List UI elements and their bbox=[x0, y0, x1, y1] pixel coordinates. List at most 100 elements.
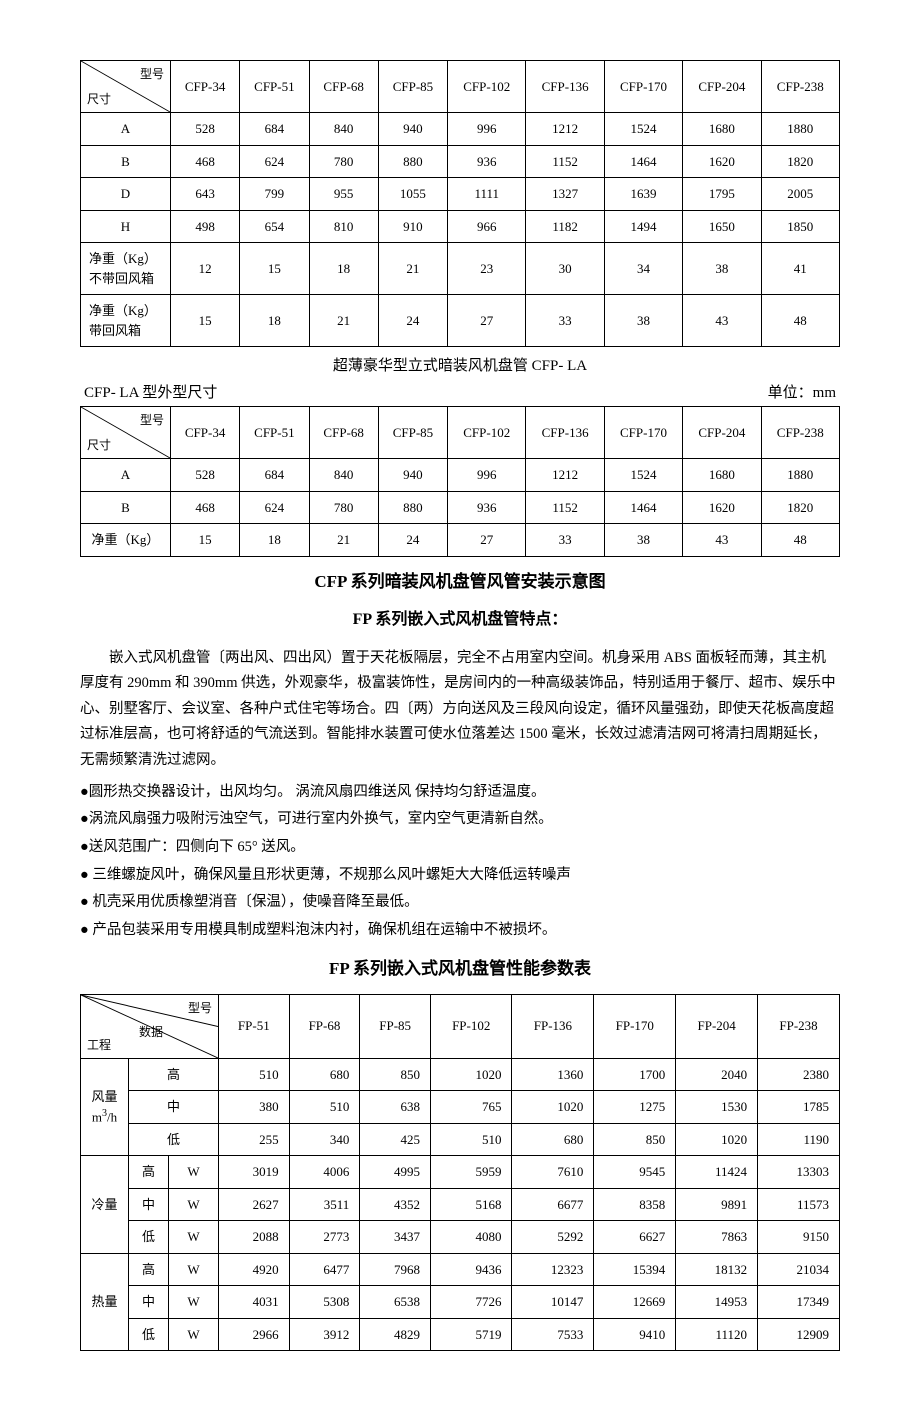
data-cell: 7968 bbox=[360, 1253, 431, 1286]
col-header: CFP-51 bbox=[240, 61, 309, 113]
diag-header-cell: 型号尺寸 bbox=[81, 407, 171, 459]
data-cell: 1524 bbox=[604, 459, 682, 492]
data-cell: 850 bbox=[594, 1123, 676, 1156]
data-cell: 24 bbox=[378, 295, 447, 347]
data-cell: 2627 bbox=[219, 1188, 290, 1221]
data-cell: 48 bbox=[761, 524, 839, 557]
row-label: B bbox=[81, 491, 171, 524]
data-cell: 8358 bbox=[594, 1188, 676, 1221]
sub-label: 中 bbox=[129, 1091, 219, 1124]
data-cell: 643 bbox=[171, 178, 240, 211]
data-cell: 34 bbox=[604, 243, 682, 295]
data-cell: 780 bbox=[309, 145, 378, 178]
data-cell: 880 bbox=[378, 145, 447, 178]
data-cell: 880 bbox=[378, 491, 447, 524]
data-cell: 940 bbox=[378, 459, 447, 492]
data-cell: 684 bbox=[240, 459, 309, 492]
data-cell: 9545 bbox=[594, 1156, 676, 1189]
data-cell: 510 bbox=[219, 1058, 290, 1091]
data-cell: 1820 bbox=[761, 145, 839, 178]
sub-label: 中 bbox=[129, 1188, 169, 1221]
data-cell: 498 bbox=[171, 210, 240, 243]
col-header: CFP-204 bbox=[683, 407, 761, 459]
data-cell: 996 bbox=[448, 113, 526, 146]
data-cell: 27 bbox=[448, 295, 526, 347]
bullet-item: ● 产品包装采用专用模具制成塑料泡沫内衬，确保机组在运输中不被损坏。 bbox=[80, 917, 840, 945]
sub-label: 高 bbox=[129, 1253, 169, 1286]
data-cell: 4006 bbox=[289, 1156, 360, 1189]
data-cell: 810 bbox=[309, 210, 378, 243]
unit-label: W bbox=[169, 1253, 219, 1286]
data-cell: 4829 bbox=[360, 1318, 431, 1351]
data-cell: 940 bbox=[378, 113, 447, 146]
data-cell: 1464 bbox=[604, 491, 682, 524]
data-cell: 6677 bbox=[512, 1188, 594, 1221]
data-cell: 1620 bbox=[683, 145, 761, 178]
data-cell: 1212 bbox=[526, 459, 604, 492]
row-label: A bbox=[81, 459, 171, 492]
data-cell: 1700 bbox=[594, 1058, 676, 1091]
sub-label: 高 bbox=[129, 1156, 169, 1189]
data-cell: 955 bbox=[309, 178, 378, 211]
data-cell: 7533 bbox=[512, 1318, 594, 1351]
data-cell: 15 bbox=[240, 243, 309, 295]
data-cell: 11120 bbox=[676, 1318, 758, 1351]
data-cell: 4352 bbox=[360, 1188, 431, 1221]
data-cell: 840 bbox=[309, 113, 378, 146]
data-cell: 1275 bbox=[594, 1091, 676, 1124]
heading-2: FP 系列嵌入式风机盘管特点： bbox=[80, 608, 840, 632]
data-cell: 528 bbox=[171, 459, 240, 492]
col-header: FP-170 bbox=[594, 994, 676, 1058]
data-cell: 2040 bbox=[676, 1058, 758, 1091]
data-cell: 5292 bbox=[512, 1221, 594, 1254]
data-cell: 15394 bbox=[594, 1253, 676, 1286]
row-label: A bbox=[81, 113, 171, 146]
col-header: CFP-204 bbox=[683, 61, 761, 113]
data-cell: 1785 bbox=[758, 1091, 840, 1124]
data-cell: 765 bbox=[430, 1091, 512, 1124]
data-cell: 18132 bbox=[676, 1253, 758, 1286]
data-cell: 380 bbox=[219, 1091, 290, 1124]
row-label: 净重（Kg）不带回风箱 bbox=[81, 243, 171, 295]
data-cell: 1880 bbox=[761, 113, 839, 146]
data-cell: 1327 bbox=[526, 178, 604, 211]
sub-label: 高 bbox=[129, 1058, 219, 1091]
label-row: CFP- LA 型外型尺寸 单位：mm bbox=[80, 382, 840, 405]
label-right: 单位：mm bbox=[768, 382, 836, 405]
data-cell: 2005 bbox=[761, 178, 839, 211]
data-cell: 654 bbox=[240, 210, 309, 243]
data-cell: 43 bbox=[683, 295, 761, 347]
data-cell: 30 bbox=[526, 243, 604, 295]
row-label: B bbox=[81, 145, 171, 178]
data-cell: 1530 bbox=[676, 1091, 758, 1124]
data-cell: 638 bbox=[360, 1091, 431, 1124]
data-cell: 2773 bbox=[289, 1221, 360, 1254]
data-cell: 510 bbox=[289, 1091, 360, 1124]
data-cell: 33 bbox=[526, 524, 604, 557]
data-cell: 9891 bbox=[676, 1188, 758, 1221]
data-cell: 1494 bbox=[604, 210, 682, 243]
data-cell: 13303 bbox=[758, 1156, 840, 1189]
sub-label: 低 bbox=[129, 1221, 169, 1254]
data-cell: 468 bbox=[171, 491, 240, 524]
data-cell: 936 bbox=[448, 145, 526, 178]
col-header: CFP-102 bbox=[448, 61, 526, 113]
col-header: CFP-68 bbox=[309, 61, 378, 113]
data-cell: 4995 bbox=[360, 1156, 431, 1189]
data-cell: 1055 bbox=[378, 178, 447, 211]
col-header: CFP-85 bbox=[378, 61, 447, 113]
data-cell: 15 bbox=[171, 295, 240, 347]
data-cell: 1524 bbox=[604, 113, 682, 146]
data-cell: 1650 bbox=[683, 210, 761, 243]
data-cell: 38 bbox=[683, 243, 761, 295]
heading-1: CFP 系列暗装风机盘管风管安装示意图 bbox=[80, 569, 840, 595]
data-cell: 18 bbox=[309, 243, 378, 295]
col-header: FP-136 bbox=[512, 994, 594, 1058]
unit-label: W bbox=[169, 1188, 219, 1221]
col-header: FP-68 bbox=[289, 994, 360, 1058]
col-header: FP-238 bbox=[758, 994, 840, 1058]
data-cell: 43 bbox=[683, 524, 761, 557]
data-cell: 780 bbox=[309, 491, 378, 524]
data-cell: 799 bbox=[240, 178, 309, 211]
data-cell: 1795 bbox=[683, 178, 761, 211]
